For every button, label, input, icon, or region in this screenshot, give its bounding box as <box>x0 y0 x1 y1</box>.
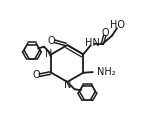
Text: N: N <box>45 49 52 59</box>
Text: HN: HN <box>84 38 99 49</box>
Text: HO: HO <box>110 20 125 30</box>
Text: N: N <box>64 80 71 90</box>
Text: NH₂: NH₂ <box>97 67 116 77</box>
Text: O: O <box>102 28 109 38</box>
Text: O: O <box>48 36 56 46</box>
Text: O: O <box>33 70 40 80</box>
